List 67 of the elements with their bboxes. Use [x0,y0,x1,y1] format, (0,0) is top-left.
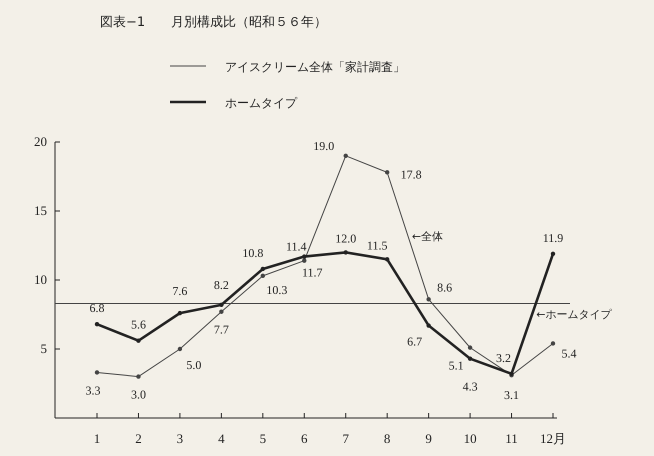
x-tick-label: 2 [135,431,142,446]
legend-label: アイスクリーム全体「家計調査」 [225,60,405,74]
chart-title: 図表−1 月別構成比（昭和５６年） [100,15,328,30]
data-label: 5.1 [448,358,464,373]
point [136,338,141,343]
point [260,266,266,272]
point [426,323,431,328]
data-label: 11.9 [542,230,564,245]
data-label: 8.2 [214,278,229,292]
x-tick-label: 8 [384,431,390,446]
data-label: 6.8 [90,301,104,316]
data-label: 8.6 [437,280,452,294]
point [219,302,224,308]
point [384,257,390,262]
point [94,370,100,375]
x-tick-label: 3 [176,431,184,446]
data-label: 19.0 [313,138,334,153]
y-tick-label: 20 [34,134,47,149]
data-label: 7.6 [172,284,188,298]
data-label: 10.3 [266,282,288,297]
x-tick-label: 11 [505,431,518,446]
y-tick-label: 10 [34,272,47,287]
data-label: 3.0 [130,388,146,402]
data-label: 3.1 [504,388,520,402]
x-tick-label: 9 [425,431,432,446]
data-label: 17.8 [400,167,422,182]
x-tick-label: 4 [218,431,226,446]
point [550,341,556,346]
point [468,356,472,361]
x-tick-label: 7 [342,431,350,446]
legend-label: ホームタイプ [225,96,298,110]
annotation: ←ホームタイプ [536,308,612,321]
point [468,345,472,350]
data-label: 5.0 [186,358,202,372]
x-tick-label: 6 [301,431,308,446]
data-label: 11.4 [286,240,307,254]
y-tick-label: 5 [40,341,47,356]
point [178,346,182,352]
point [94,322,100,326]
data-label: 12.0 [335,231,356,246]
point [136,374,141,379]
point [344,154,348,158]
data-label: 7.7 [214,322,229,337]
y-tick-label: 15 [34,203,47,218]
data-label: 5.6 [130,318,146,332]
point [260,274,266,278]
point [426,297,431,302]
x-tick-label: 12月 [540,431,566,446]
data-label: 10.8 [242,246,264,260]
data-label: 5.4 [562,346,576,360]
point [302,254,306,259]
x-tick-label: 10 [464,431,477,446]
data-label: 4.3 [462,380,478,394]
data-label: 3.2 [496,350,512,365]
data-label: 6.7 [407,334,422,349]
point [550,252,556,256]
x-tick-label: 1 [94,431,100,446]
data-label: 3.3 [86,383,100,398]
point [384,170,390,175]
point [344,250,348,255]
point [219,310,224,314]
point [302,258,306,263]
x-tick-label: 5 [260,431,266,446]
data-label: 11.5 [366,238,388,252]
data-label: 11.7 [302,266,323,280]
point [178,310,182,316]
annotation: ←全体 [412,230,444,243]
